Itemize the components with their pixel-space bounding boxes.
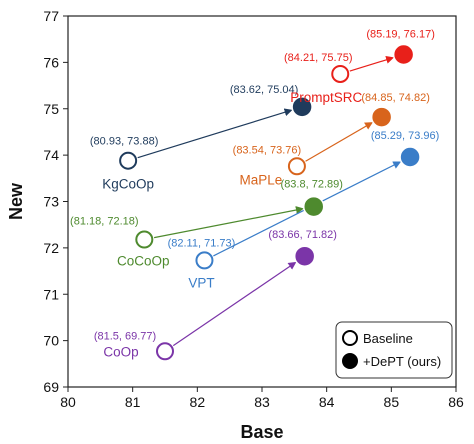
- kgcoop-dept-point: [291, 96, 313, 118]
- point-labels: KgCoOp (80.93, 73.88) (83.62, 75.04)Prompt…: [70, 28, 439, 359]
- maple-baseline-coord-label: (83.54, 73.76): [233, 144, 302, 156]
- promptsrc-dept-coord-label: (85.19, 76.17): [366, 28, 435, 40]
- vpt-method-label: VPT: [188, 275, 214, 290]
- vpt-dept-coord-label: (85.29, 73.96): [371, 130, 440, 142]
- cocoop-baseline-point: [135, 230, 154, 249]
- promptsrc-dept-point: [392, 43, 415, 66]
- cocoop-dept-point: [302, 195, 325, 218]
- promptsrc-baseline-point: [331, 64, 350, 83]
- data-points: [119, 43, 421, 361]
- x-tick-label: 83: [254, 394, 270, 410]
- y-tick-label: 76: [43, 54, 59, 70]
- maple-arrow: [305, 122, 373, 162]
- legend: Baseline +DePT (ours): [335, 321, 453, 379]
- legend-dept-label: +DePT (ours): [363, 354, 441, 369]
- x-tick-label: 80: [60, 394, 76, 410]
- coop-dept-point: [293, 245, 316, 267]
- promptsrc-baseline-coord-label: (84.21, 75.75): [284, 52, 353, 64]
- promptsrc-method-label: PromptSRC: [290, 90, 362, 105]
- maple-dept-coord-label: (84.85, 74.82): [361, 92, 430, 104]
- legend-box: [335, 321, 453, 379]
- vpt-dept-point: [399, 146, 421, 168]
- vpt-baseline-point: [195, 251, 214, 270]
- cocoop-method-label: CoCoOp: [117, 254, 170, 269]
- y-tick-label: 74: [43, 147, 59, 163]
- x-tick-label: 85: [384, 394, 400, 410]
- x-tick-label: 84: [319, 394, 335, 410]
- legend-dept-marker: [342, 353, 358, 369]
- cocoop-arrow: [154, 206, 304, 239]
- x-tick-label: 81: [125, 394, 141, 410]
- y-tick-label: 73: [43, 194, 59, 210]
- kgcoop-arrow: [137, 108, 293, 159]
- y-tick-label: 71: [43, 286, 59, 302]
- x-tick-label: 82: [190, 394, 206, 410]
- kgcoop-method-label: KgCoOp: [102, 177, 154, 192]
- x-axis-title: Base: [240, 422, 283, 442]
- coop-baseline-coord-label: (81.5, 69.77): [94, 330, 156, 342]
- x-tick-label: 86: [448, 394, 464, 410]
- maple-dept-point: [370, 106, 393, 128]
- coop-baseline-point: [156, 342, 174, 361]
- coop-method-label: CoOp: [103, 344, 138, 359]
- y-axis-title: New: [6, 182, 26, 220]
- coop-dept-coord-label: (83.66, 71.82): [268, 229, 337, 241]
- y-tick-label: 75: [43, 101, 59, 117]
- legend-baseline-label: Baseline: [363, 331, 413, 346]
- coop-arrow: [172, 261, 297, 347]
- kgcoop-dept-coord-label: (83.62, 75.04): [230, 84, 299, 96]
- legend-baseline-marker: [342, 330, 358, 346]
- cocoop-baseline-coord-label: (81.18, 72.18): [70, 216, 139, 228]
- cocoop-dept-coord-label: (83.8, 72.89): [281, 179, 343, 191]
- vpt-baseline-coord-label: (82.11, 71.73): [168, 237, 236, 249]
- y-tick-label: 70: [43, 333, 59, 349]
- y-tick-label: 77: [43, 8, 59, 24]
- kgcoop-baseline-coord-label: (80.93, 73.88): [90, 136, 159, 148]
- y-tick-label: 72: [43, 240, 59, 256]
- maple-baseline-point: [287, 157, 306, 176]
- promptsrc-arrow: [349, 55, 395, 72]
- y-tick-label: 69: [43, 379, 59, 395]
- kgcoop-baseline-point: [119, 151, 138, 170]
- axes: 80 81 82 83 84 85 86 69 70 71 72 73 74 75 76 77 Base New: [6, 8, 464, 442]
- maple-method-label: MaPLe: [240, 172, 283, 187]
